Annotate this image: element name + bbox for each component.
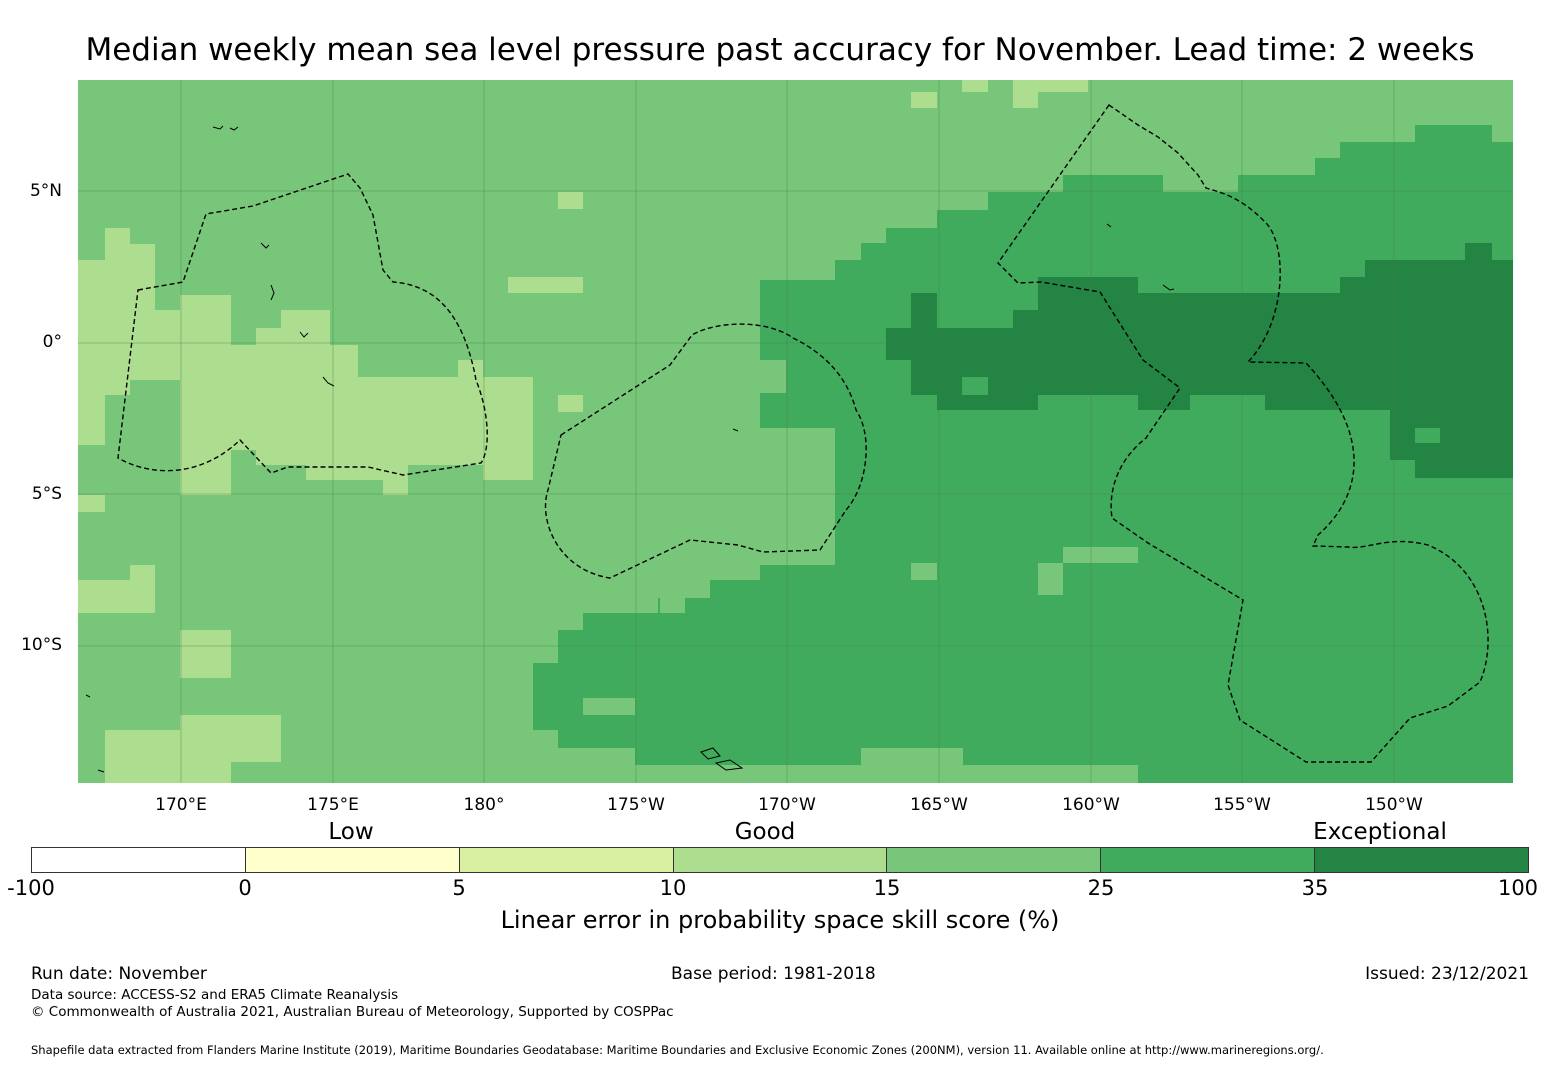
colorbar-tick-10: 10 [659, 876, 687, 900]
lon-label-150w: 150°W [1365, 795, 1423, 815]
light-region-west [78, 228, 533, 495]
island-6 [322, 376, 335, 387]
run-date: Run date: November [31, 964, 207, 984]
light-patch-8 [962, 80, 988, 92]
eez-tokelau [544, 323, 867, 579]
colorbar-tick-neg100: -100 [7, 876, 55, 900]
colorbar-segment-0-5 [245, 848, 460, 872]
exceptional-region [886, 243, 1513, 478]
map-canvas [78, 80, 1513, 783]
skill-high-regions [533, 125, 1513, 783]
colorbar-tick-0: 0 [238, 876, 252, 900]
legend-category-exceptional: Exceptional [1313, 819, 1447, 845]
base-period: Base period: 1981-2018 [671, 964, 876, 984]
graticule [78, 80, 1513, 783]
high-region-central [533, 125, 1513, 783]
island-samoa-2 [714, 759, 744, 771]
skill-score-map [78, 80, 1513, 783]
lat-label-5s: 5°S [31, 484, 62, 504]
lat-label-10s: 10°S [21, 635, 62, 655]
island-samoa-1 [700, 747, 721, 760]
mid-patch-9 [1415, 428, 1440, 443]
data-source: Data source: ACCESS-S2 and ERA5 Climate … [31, 987, 399, 1003]
lon-label-160w: 160°W [1062, 795, 1120, 815]
island-5 [299, 331, 309, 338]
light-patch-1 [180, 630, 231, 678]
island-outlines [85, 125, 1175, 773]
colorbar-tick-15: 15 [873, 876, 901, 900]
copyright: © Commonwealth of Australia 2021, Austra… [31, 1004, 674, 1020]
island-3 [260, 242, 270, 249]
island-2 [229, 126, 239, 131]
lon-label-175w: 175°W [607, 795, 665, 815]
mid-patch-5 [1038, 563, 1063, 595]
mid-patch-3 [660, 598, 685, 613]
colorbar [31, 847, 1529, 873]
colorbar-segment-25-35 [1101, 848, 1316, 872]
light-patch-6 [558, 395, 583, 412]
mid-patch-2 [583, 698, 635, 715]
colorbar-segment-10-15 [673, 848, 888, 872]
island-7 [732, 428, 739, 432]
eez-kiribati-line [997, 104, 1489, 763]
island-11 [1106, 223, 1112, 228]
colorbar-tick-5: 5 [452, 876, 466, 900]
island-8 [1162, 284, 1175, 291]
colorbar-tick-35: 35 [1301, 876, 1329, 900]
colorbar-tick-25: 25 [1087, 876, 1115, 900]
light-patch-5 [558, 277, 583, 293]
colorbar-segment-35-100 [1315, 848, 1529, 872]
legend-category-good: Good [734, 819, 796, 845]
mid-patch-4 [1063, 547, 1138, 563]
mid-patch-8 [1238, 395, 1265, 410]
light-patch-4 [508, 277, 558, 293]
light-patch-7 [911, 92, 937, 108]
colorbar-tick-100: 100 [1497, 876, 1539, 900]
light-region-south [105, 715, 281, 783]
mid-patches-exceptional [962, 377, 1440, 443]
island-9 [85, 694, 91, 698]
issued-date: Issued: 23/12/2021 [1365, 964, 1529, 984]
lon-label-165w: 165°W [910, 795, 968, 815]
eez-tuvalu-kiribati-west [117, 173, 488, 476]
light-region-south-west [78, 565, 155, 613]
colorbar-segment-neg100-0 [32, 848, 246, 872]
eez-boundaries [117, 104, 1489, 763]
mid-patch-6 [911, 563, 937, 580]
light-patch-3 [558, 192, 583, 209]
shapefile-credit: Shapefile data extracted from Flanders M… [31, 1043, 1324, 1057]
island-4 [270, 284, 275, 301]
light-patch-9 [1013, 80, 1088, 108]
lon-label-180: 180° [463, 795, 505, 815]
colorbar-segment-15-25 [887, 848, 1102, 872]
lon-label-170e: 170°E [155, 795, 207, 815]
skill-light-regions [78, 80, 1088, 783]
lon-label-175e: 175°E [307, 795, 359, 815]
map-title: Median weekly mean sea level pressure pa… [85, 32, 1475, 68]
skill-exceptional-regions [886, 243, 1513, 478]
colorbar-segment-5-10 [459, 848, 674, 872]
legend-category-low: Low [328, 819, 374, 845]
lon-label-155w: 155°W [1213, 795, 1271, 815]
light-patch-2 [78, 495, 105, 512]
lon-label-170w: 170°W [758, 795, 816, 815]
mid-patch-7 [962, 377, 988, 395]
island-10 [97, 769, 105, 773]
lat-label-0: 0° [42, 332, 62, 352]
skill-mid-patches [583, 428, 1138, 715]
lat-label-5n: 5°N [29, 181, 62, 201]
island-1 [212, 125, 224, 130]
colorbar-label: Linear error in probability space skill … [500, 906, 1060, 934]
mid-patch-1 [635, 428, 835, 613]
